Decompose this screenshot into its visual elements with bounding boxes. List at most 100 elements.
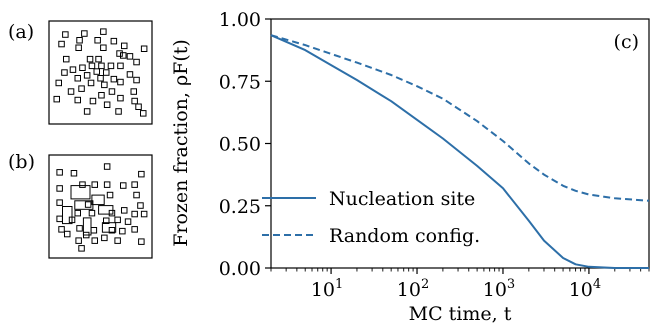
panel-a-square: [58, 40, 65, 48]
panel-b-cluster: [91, 194, 105, 206]
panel-b-square: [101, 234, 108, 242]
panel-b-square: [133, 191, 140, 199]
panel-a-square: [117, 94, 124, 102]
panel-a-square: [131, 97, 138, 105]
series-line-nucleation-site: [270, 34, 649, 269]
panel-b-cluster: [62, 206, 73, 225]
panel-a-square: [108, 88, 116, 95]
panel-a-square: [100, 28, 107, 35]
panel-a-square: [53, 95, 60, 103]
panel-a-square: [130, 88, 137, 95]
panel-b-square: [108, 209, 116, 217]
legend-label-random: Random config.: [329, 225, 480, 247]
panel-a-square: [74, 96, 81, 104]
x-axis-label: MC time, t: [409, 303, 512, 325]
panel-a-square: [116, 50, 123, 57]
panel-a-square: [83, 72, 91, 79]
y-axis-ticks: 0.00 0.25 0.50 0.75 1.00: [219, 9, 271, 280]
panel-a-square: [75, 44, 82, 51]
panel-b-cluster: [98, 205, 114, 215]
panel-a-square: [69, 66, 77, 73]
panel-b-square: [140, 210, 148, 218]
panel-a-square: [94, 37, 101, 44]
panel-a-square: [133, 76, 140, 84]
panel-b-square: [91, 237, 98, 244]
legend: Nucleation site Random config.: [262, 188, 480, 247]
panel-a-square: [133, 58, 140, 66]
panel-b-square: [131, 181, 138, 188]
panel-b-cluster: [70, 185, 91, 200]
panel-b-squares: [56, 163, 148, 252]
panel-b-square: [114, 237, 121, 244]
panel-label-a: (a): [8, 21, 34, 43]
panel-a-square: [140, 110, 147, 117]
panel-a-squares: [53, 28, 148, 117]
x-axis-minor-ticks: [270, 268, 650, 272]
panel-b-square: [70, 170, 78, 177]
panel-b-square: [131, 210, 138, 218]
panel-a-square: [117, 62, 124, 70]
panel-b-square: [90, 227, 98, 234]
y-tick-label: 0.00: [219, 258, 261, 280]
panel-a-square: [55, 79, 62, 87]
panel-b-square: [103, 217, 110, 224]
panel-a-square: [63, 55, 70, 63]
panel-b-square: [138, 170, 145, 178]
panel-b-square: [58, 226, 65, 233]
panel-a-square: [79, 64, 86, 71]
panel-b-square: [88, 209, 96, 217]
y-axis-label: Frozen fraction, ρF(t): [170, 39, 192, 247]
legend-label-nucleation: Nucleation site: [329, 188, 475, 210]
panel-b-square: [108, 227, 116, 234]
panel-b-square: [79, 181, 86, 188]
panel-a-square: [115, 108, 122, 115]
series-layer: [270, 34, 650, 269]
panel-a-square: [97, 75, 104, 82]
panel-b-square: [91, 181, 98, 188]
panel-a-square: [110, 75, 118, 83]
y-tick-label: 1.00: [219, 9, 261, 31]
panel-b-square: [78, 245, 85, 252]
panel-a-box: [48, 20, 153, 125]
panel-a-square: [126, 53, 134, 60]
panel-a-square: [62, 31, 69, 38]
panel-b-square: [56, 199, 63, 206]
panel-b-square: [64, 230, 71, 238]
panel-a-square: [87, 79, 95, 87]
panel-b-square: [124, 218, 132, 225]
panel-b-square: [114, 216, 121, 224]
x-axis-ticks: 101 102 103 104: [311, 268, 601, 301]
panel-a-square: [86, 55, 94, 63]
panel-b-cluster: [82, 217, 92, 236]
x-tick-label: 101: [311, 277, 343, 301]
panel-a-square: [103, 101, 111, 108]
panel-b-cluster: [101, 222, 117, 233]
panel-a-square: [120, 52, 127, 59]
panel-a-square: [121, 42, 128, 50]
panel-a-square: [110, 37, 118, 45]
panel-b-square: [137, 202, 144, 209]
panel-a-square: [78, 85, 85, 92]
panel-a-square: [101, 81, 108, 89]
y-tick-label: 0.75: [219, 71, 261, 93]
panel-a-square: [140, 45, 148, 52]
panel-label-b: (b): [8, 151, 35, 173]
x-tick-label: 102: [397, 277, 429, 301]
panel-b-square: [120, 182, 127, 189]
panel-a-square: [117, 78, 124, 86]
panel-b-square: [131, 226, 138, 233]
panel-b-square: [119, 227, 126, 235]
panel-a-square: [98, 92, 105, 99]
panel-b-square: [138, 238, 145, 245]
y-tick-label: 0.50: [219, 134, 261, 156]
panel-a-square: [100, 44, 107, 51]
panel-a-square: [81, 30, 88, 37]
x-tick-label: 104: [569, 277, 601, 301]
panel-b-square: [84, 201, 92, 208]
panel-b-square: [121, 207, 128, 214]
panel-b-square: [106, 191, 114, 199]
panel-a-square: [98, 62, 105, 70]
panel-b-square: [56, 185, 63, 192]
panel-a-square: [135, 103, 142, 110]
panel-b-square: [56, 215, 63, 223]
